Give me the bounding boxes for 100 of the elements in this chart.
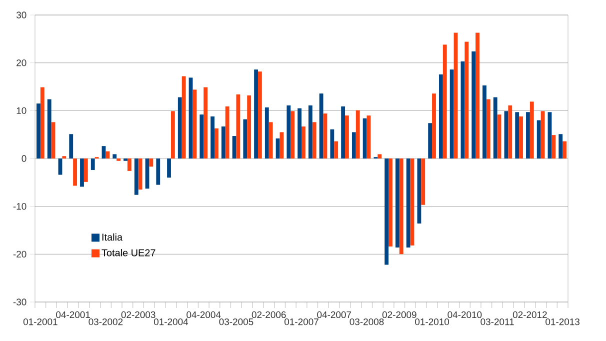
bar: [40, 87, 44, 158]
bar: [558, 134, 563, 158]
bar: [254, 70, 258, 158]
y-tick-label: -30: [13, 298, 26, 306]
bar: [102, 146, 106, 158]
bar: [378, 154, 382, 158]
bar: [450, 70, 454, 158]
bar: [476, 32, 480, 158]
bar: [388, 158, 392, 247]
bar: [428, 123, 432, 158]
x-tick-label: 01-2004: [154, 318, 188, 326]
bar: [406, 158, 410, 248]
bar: [330, 129, 334, 158]
bar: [264, 107, 269, 158]
y-tick-label: 30: [16, 12, 26, 18]
legend-label: Italia: [102, 233, 123, 241]
bar: [192, 90, 197, 158]
y-tick-label: 0: [22, 155, 26, 162]
x-tick-label: 04-2010: [448, 311, 482, 318]
bar: [526, 112, 530, 158]
bar: [536, 120, 541, 158]
bar: [69, 134, 74, 158]
bar: [51, 122, 56, 158]
bar: [352, 132, 356, 158]
bar: [482, 85, 486, 158]
bar: [341, 106, 346, 158]
x-tick-label: 03-2008: [350, 318, 384, 326]
x-tick-label: 02-2006: [252, 311, 286, 318]
bar: [345, 115, 349, 158]
bar: [167, 158, 171, 178]
x-tick-label: 02-2003: [121, 311, 156, 318]
bar: [178, 97, 182, 158]
bar: [182, 76, 186, 158]
bar: [319, 93, 324, 158]
bar: [548, 112, 552, 158]
bar: [268, 122, 273, 158]
bar: [308, 105, 312, 158]
bar: [258, 71, 262, 158]
bar: [356, 110, 360, 158]
y-tick-label: -10: [13, 202, 26, 210]
bar: [417, 158, 422, 224]
bar: [334, 141, 338, 158]
bar: [47, 99, 52, 158]
bar: [149, 158, 154, 167]
bar: [298, 108, 302, 158]
bar: [188, 78, 193, 158]
bar: [508, 105, 512, 158]
bar: [562, 141, 566, 158]
bar: [362, 118, 367, 158]
bar: [519, 116, 523, 158]
bar: [90, 158, 95, 170]
x-tick-label: 04-2001: [56, 311, 90, 318]
bar: [221, 126, 226, 158]
bar: [438, 74, 443, 158]
bar: [504, 111, 508, 158]
bar: [134, 158, 138, 195]
bar: [200, 114, 204, 158]
bar: [486, 99, 490, 158]
x-tick-label: 04-2007: [317, 311, 352, 318]
bar: [464, 42, 469, 158]
bar: [312, 122, 316, 158]
x-tick-label: 01-2010: [415, 318, 450, 326]
bar: [58, 158, 62, 175]
bar: [214, 128, 218, 158]
bar: [384, 158, 389, 265]
bar: [236, 94, 240, 158]
bar: [127, 158, 132, 171]
y-tick-label: 10: [16, 107, 26, 114]
legend-label: Totale UE27: [102, 249, 156, 256]
bar: [138, 158, 142, 190]
bar: [290, 111, 295, 158]
bar: [204, 87, 208, 158]
bar: [170, 111, 175, 158]
x-tick-label: 03-2005: [219, 318, 254, 326]
x-tick-label: 03-2002: [88, 318, 123, 326]
bar: [395, 158, 400, 248]
bar: [302, 126, 306, 158]
bar: [399, 158, 404, 254]
bar: [106, 151, 110, 158]
bar: [472, 51, 476, 158]
bar: [493, 97, 498, 158]
bar: [80, 158, 84, 187]
bar: [247, 95, 252, 158]
x-tick-label: 02-2009: [382, 311, 416, 318]
bar: [210, 116, 214, 158]
x-tick-label: 02-2012: [512, 311, 547, 318]
bar: [286, 105, 291, 158]
bar: [112, 154, 117, 158]
bar: [156, 158, 160, 185]
bar: [84, 158, 88, 182]
bar: [243, 119, 248, 158]
x-tick-label: 01-2001: [23, 318, 58, 326]
bar: [552, 135, 556, 158]
bar: [421, 158, 426, 205]
bar: [515, 112, 520, 158]
bar: [442, 44, 447, 158]
x-tick-label: 01-2007: [284, 318, 318, 326]
bar: [36, 103, 40, 158]
bar: [73, 158, 77, 186]
bar: [225, 106, 230, 158]
